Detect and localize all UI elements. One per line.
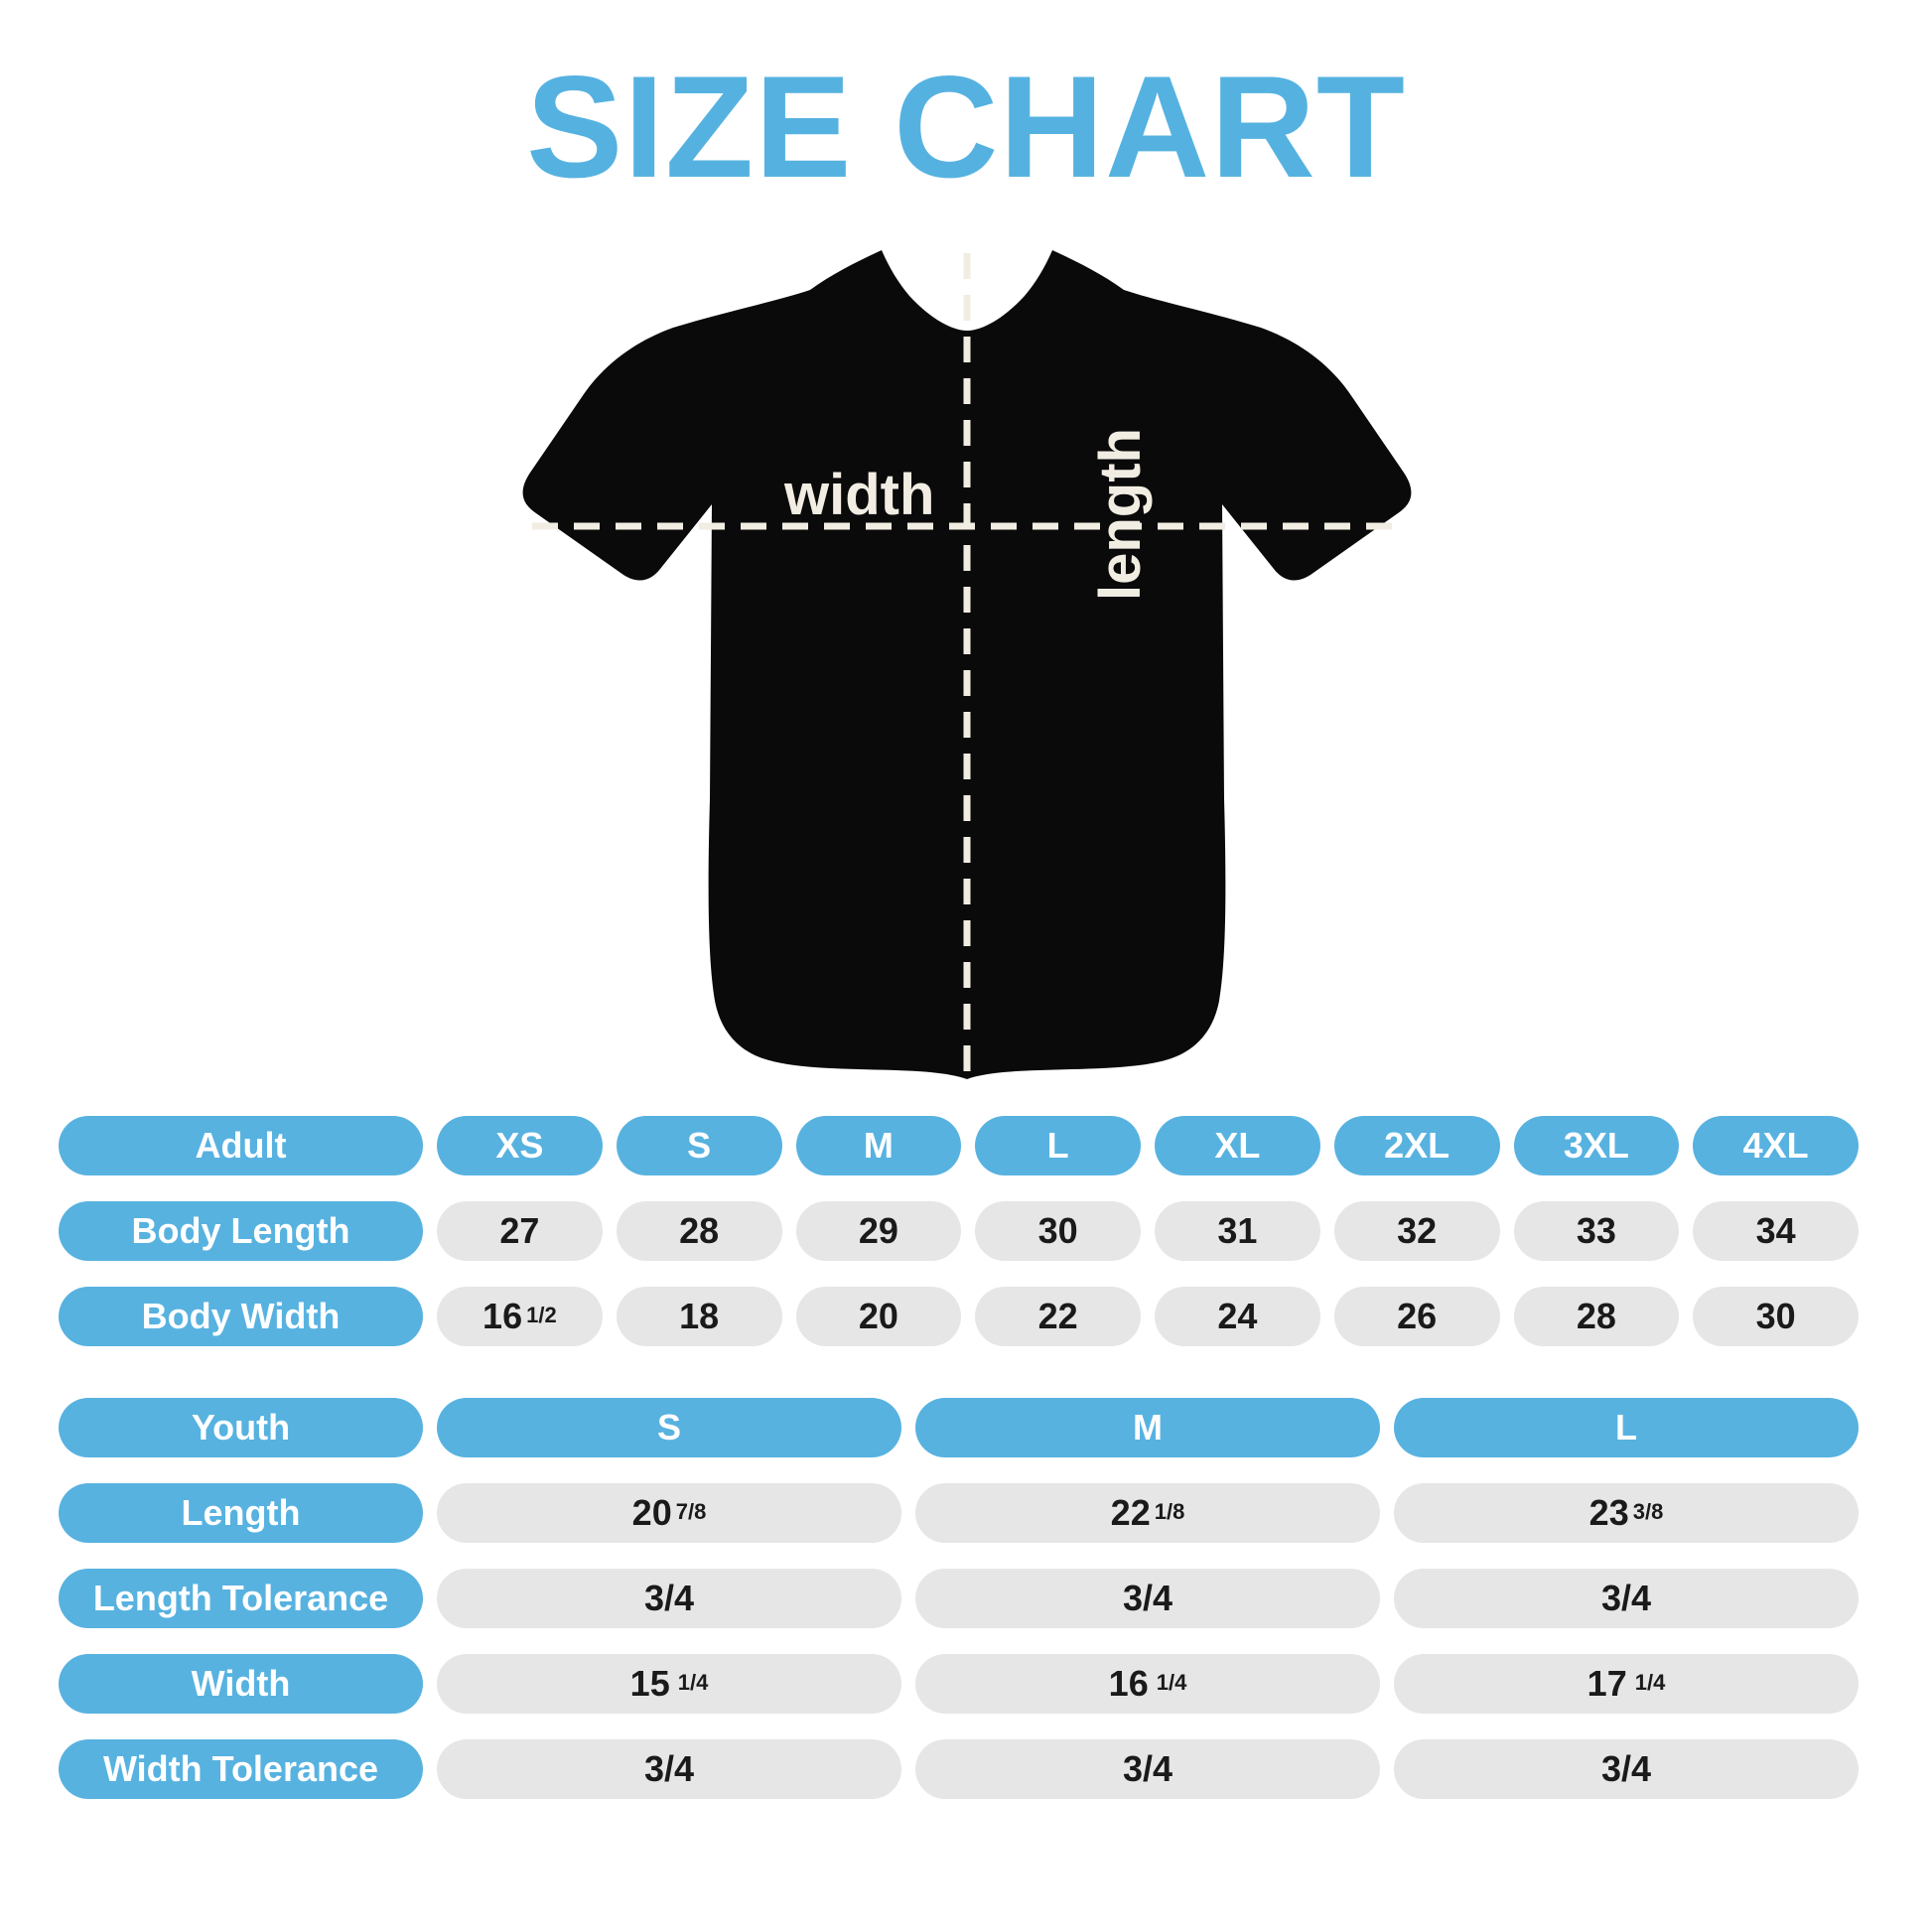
svg-text:length: length [1088,428,1153,601]
svg-text:width: width [783,463,934,527]
